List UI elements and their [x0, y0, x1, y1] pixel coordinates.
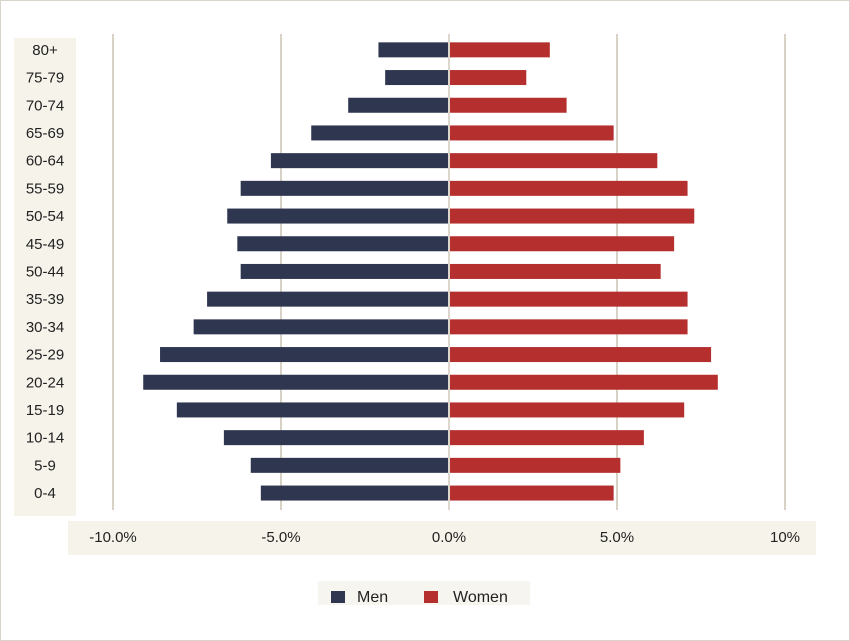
category-label-band: [14, 38, 76, 516]
bar-women-9: [449, 291, 688, 307]
tick-label-2: 0.0%: [432, 529, 466, 546]
bar-women-3: [449, 125, 614, 141]
legend-swatch-women: [424, 591, 438, 603]
tick-label-band: [68, 521, 816, 555]
bar-men-16: [260, 485, 449, 501]
bar-men-3: [311, 125, 449, 141]
bar-women-7: [449, 236, 675, 252]
bar-women-15: [449, 457, 621, 473]
category-label-4: 60-64: [26, 153, 64, 170]
bar-men-4: [270, 153, 449, 169]
bar-men-15: [250, 457, 449, 473]
tick-label-4: 10%: [770, 529, 800, 546]
category-label-5: 55-59: [26, 180, 64, 197]
bar-women-11: [449, 347, 712, 363]
bar-men-12: [143, 374, 450, 390]
bar-men-9: [207, 291, 449, 307]
bar-women-13: [449, 402, 685, 418]
bar-men-11: [160, 347, 450, 363]
category-label-16: 0-4: [34, 485, 56, 502]
category-label-1: 75-79: [26, 70, 64, 87]
bar-women-8: [449, 263, 661, 279]
category-label-2: 70-74: [26, 97, 64, 114]
tick-label-1: -5.0%: [261, 529, 300, 546]
tick-label-0: -10.0%: [89, 529, 137, 546]
bar-men-5: [240, 180, 449, 196]
category-label-3: 65-69: [26, 125, 64, 142]
bar-women-10: [449, 319, 688, 335]
bar-men-1: [385, 70, 449, 86]
bar-women-5: [449, 180, 688, 196]
category-label-9: 35-39: [26, 291, 64, 308]
category-label-12: 20-24: [26, 374, 64, 391]
category-label-7: 45-49: [26, 236, 64, 253]
category-label-8: 50-44: [26, 263, 64, 280]
bar-women-14: [449, 430, 644, 446]
bar-men-0: [378, 42, 449, 58]
category-label-14: 10-14: [26, 430, 64, 447]
category-label-11: 25-29: [26, 347, 64, 364]
legend-label-men: Men: [357, 589, 388, 606]
bar-men-6: [227, 208, 449, 224]
tick-label-3: 5.0%: [600, 529, 634, 546]
bar-men-10: [193, 319, 449, 335]
bar-men-7: [237, 236, 449, 252]
legend-label-women: Women: [453, 589, 508, 606]
bar-men-14: [223, 430, 449, 446]
bar-women-12: [449, 374, 718, 390]
bar-men-2: [348, 97, 449, 113]
category-label-15: 5-9: [34, 457, 56, 474]
bar-women-1: [449, 70, 527, 86]
bar-women-0: [449, 42, 550, 58]
bar-women-4: [449, 153, 658, 169]
bar-men-8: [240, 263, 449, 279]
bar-women-16: [449, 485, 614, 501]
bar-women-6: [449, 208, 695, 224]
category-label-13: 15-19: [26, 402, 64, 419]
bar-men-13: [176, 402, 449, 418]
legend-swatch-men: [331, 591, 345, 603]
category-label-10: 30-34: [26, 319, 64, 336]
bar-women-2: [449, 97, 567, 113]
category-label-0: 80+: [32, 42, 58, 59]
category-label-6: 50-54: [26, 208, 64, 225]
